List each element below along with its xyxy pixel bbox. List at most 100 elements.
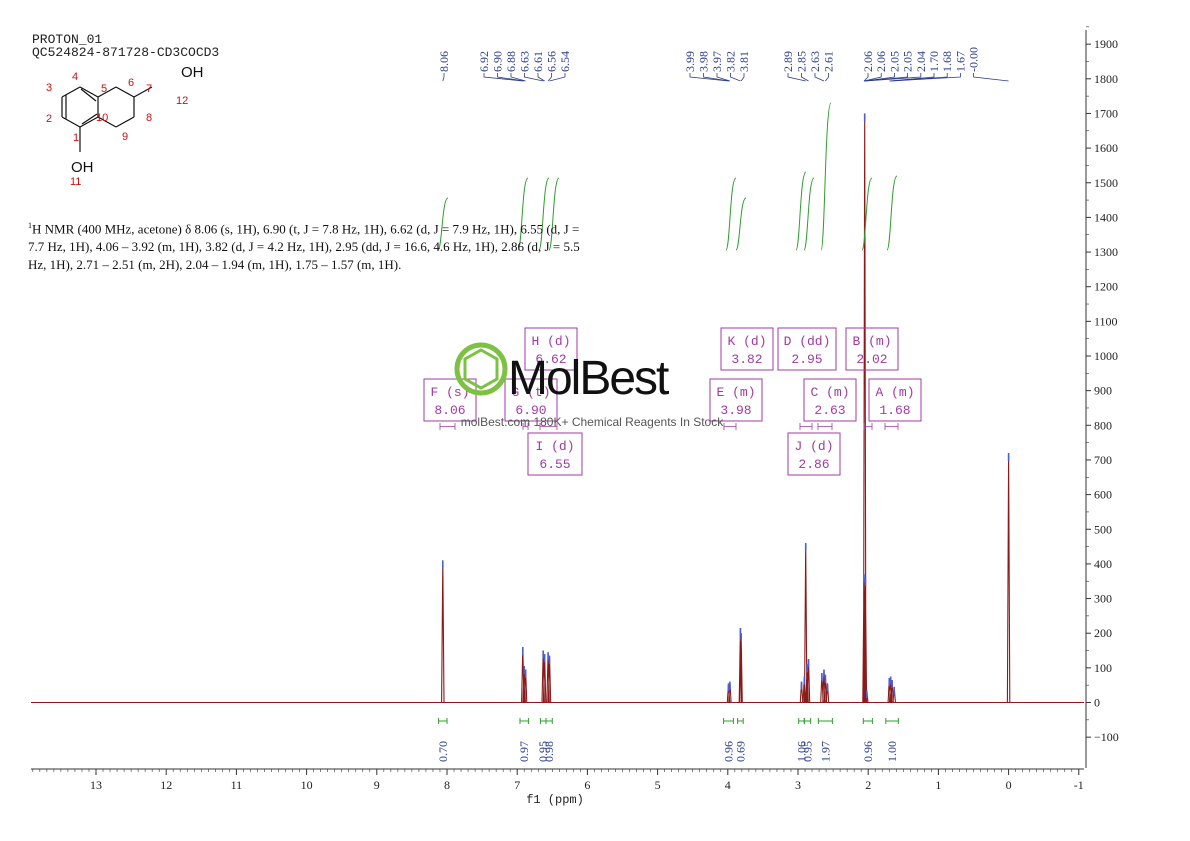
atom-number: 9 — [122, 131, 128, 143]
x-tick-label: 8 — [444, 778, 450, 792]
multiplet-box-e — [709, 378, 763, 422]
multiplet-range-marker — [863, 423, 873, 430]
integral-bracket — [885, 718, 899, 724]
multiplet-label: A (m) — [875, 385, 914, 400]
nmr-description: 1H NMR (400 MHz, acetone) δ 8.06 (s, 1H)… — [28, 217, 588, 274]
peak-shift-label: 2.05 — [887, 51, 901, 72]
integral-curve — [795, 171, 807, 251]
multiplet-shift: 8.06 — [434, 403, 465, 418]
multiplet-shift: 2.02 — [856, 352, 887, 367]
multiplet-shift: 2.63 — [814, 403, 845, 418]
y-tick-label: 1700 — [1094, 106, 1118, 120]
peak-shift-label: 2.61 — [822, 51, 836, 72]
peak-shift-label: 2.06 — [874, 51, 888, 72]
multiplet-shift: 6.55 — [539, 457, 570, 472]
multiplet-box-c — [803, 378, 857, 422]
peak-label-connector — [703, 73, 730, 82]
integral-value: 0.69 — [733, 741, 747, 762]
integral-curve — [820, 102, 832, 251]
peak-label-connector — [510, 73, 526, 82]
multiplet-shift: 3.82 — [731, 352, 762, 367]
y-tick-label: 1400 — [1094, 210, 1118, 224]
peak-shift-label: 2.04 — [914, 51, 928, 72]
x-tick-label: 11 — [231, 778, 243, 792]
peak-label-connector — [549, 73, 566, 82]
hydroxyl-label: OH — [71, 159, 94, 176]
y-tick-label: 1000 — [1094, 349, 1118, 363]
peak-label-connector — [864, 73, 895, 82]
multiplet-range-marker — [522, 423, 529, 430]
peak-shift-label: 3.99 — [683, 51, 697, 72]
integral-bracket — [539, 718, 547, 724]
peak-label-connector — [973, 73, 1009, 82]
y-tick-label: 1300 — [1094, 245, 1118, 259]
peak-shift-label: 6.88 — [504, 51, 518, 72]
x-tick-label: 0 — [1006, 778, 1012, 792]
integral-value: 1.97 — [818, 741, 832, 762]
integral-bracket — [737, 718, 744, 724]
multiplet-label: I (d) — [535, 439, 574, 454]
bond — [97, 116, 117, 128]
integral-curve — [538, 177, 550, 251]
atom-number: 11 — [70, 176, 81, 188]
multiplet-shift: 2.86 — [798, 457, 829, 472]
hydroxyl-label: OH — [181, 64, 204, 81]
bond — [97, 86, 117, 98]
y-tick-label: 1100 — [1094, 314, 1118, 328]
multiplet-range-marker — [817, 423, 833, 430]
multiplet-range-marker — [799, 423, 813, 430]
peak-shift-label: 8.06 — [437, 51, 451, 72]
multiplet-range-marker — [439, 423, 456, 430]
multiplet-box-k — [720, 327, 774, 371]
peak-shift-label: 2.06 — [861, 51, 875, 72]
peak-shift-label: 2.05 — [901, 51, 915, 72]
peak-shift-label: 6.56 — [545, 51, 559, 72]
double-bond — [80, 88, 97, 102]
integral-value: 0.95 — [536, 741, 550, 762]
atom-number: 3 — [46, 82, 52, 94]
integral-value: 1.06 — [795, 741, 809, 762]
peak-shift-label: 3.82 — [724, 51, 738, 72]
atom-number: 4 — [72, 71, 78, 83]
integral-curve — [725, 177, 737, 251]
multiplet-label: C (m) — [810, 385, 849, 400]
multiplet-box-i — [527, 432, 583, 476]
peak-shift-label: -0.00 — [967, 47, 981, 72]
multiplet-shift: 6.90 — [515, 403, 546, 418]
multiplet-label: D (dd) — [784, 334, 831, 349]
peak-shift-label: 6.61 — [531, 51, 545, 72]
atom-number: 7 — [146, 83, 152, 95]
multiplet-label: H (d) — [531, 334, 570, 349]
bond — [61, 116, 81, 128]
peak-shift-label: 2.89 — [781, 51, 795, 72]
atom-number: 5 — [101, 83, 107, 95]
atom-number: 12 — [176, 95, 188, 107]
y-tick-label: 1500 — [1094, 176, 1118, 190]
integral-curve — [803, 177, 815, 251]
peak-label-connector — [716, 73, 731, 82]
multiplet-box-j — [787, 432, 841, 476]
multiplet-box-d — [777, 327, 837, 371]
peak-label-connector — [825, 73, 829, 82]
peak-label-connector — [787, 73, 806, 82]
integral-curve — [517, 177, 529, 251]
integral-bracket — [723, 718, 734, 724]
y-tick-label: 900 — [1094, 384, 1112, 398]
multiplet-box-h — [524, 327, 578, 371]
integral-bracket — [545, 718, 553, 724]
x-tick-label: 12 — [160, 778, 172, 792]
y-tick-label: 1600 — [1094, 141, 1118, 155]
spectrum-title: PROTON_01 — [32, 32, 103, 47]
peak-shift-label: 3.81 — [737, 51, 751, 72]
peak-shift-label: 1.68 — [940, 51, 954, 72]
multiplet-label: E (m) — [716, 385, 755, 400]
integral-value: 0.96 — [861, 741, 875, 762]
watermark-hexagon-icon — [463, 348, 499, 390]
peak-shift-label: 3.97 — [710, 51, 724, 72]
integral-value: 1.00 — [885, 741, 899, 762]
peak-label-connector — [863, 73, 882, 82]
x-axis-label: f1 (ppm) — [526, 793, 584, 807]
x-tick-label: 13 — [90, 778, 102, 792]
x-tick-label: 7 — [514, 778, 520, 792]
